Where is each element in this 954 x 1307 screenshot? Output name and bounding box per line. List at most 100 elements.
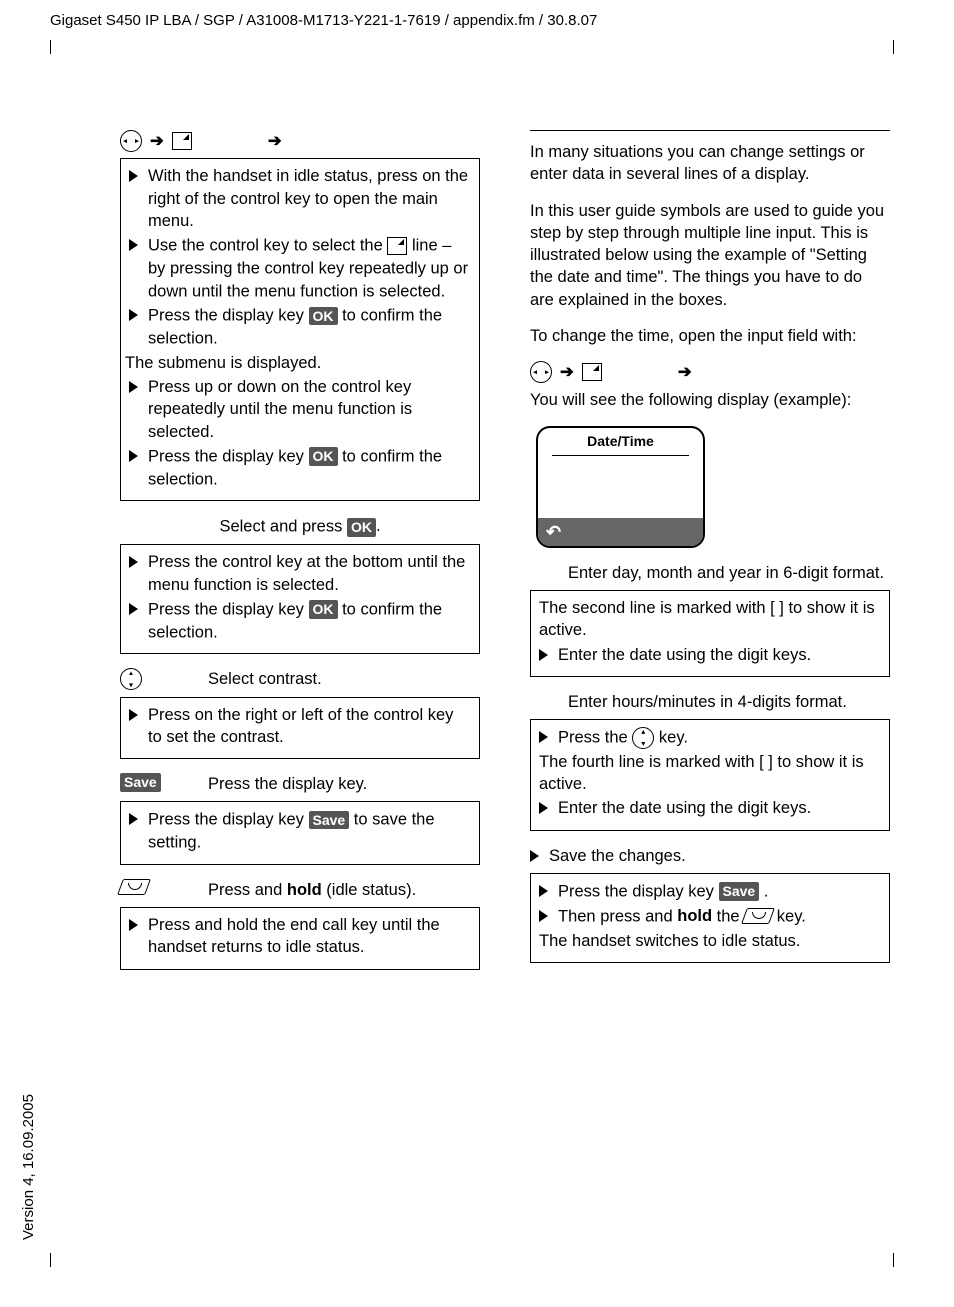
instruction-text: With the handset in idle status, press o… <box>148 165 471 232</box>
display-body <box>538 456 703 518</box>
instruction-box: With the handset in idle status, press o… <box>120 158 480 501</box>
instruction-box: Press and hold the end call key until th… <box>120 907 480 970</box>
paragraph: You will see the following display (exam… <box>530 389 890 411</box>
instruction-box: The second line is marked with [ ] to sh… <box>530 590 890 677</box>
instruction-text: Press up or down on the control key repe… <box>148 376 471 443</box>
instruction-text: The handset switches to idle status. <box>539 930 881 952</box>
arrow-icon <box>678 361 692 383</box>
nav-path <box>530 361 890 383</box>
step-row: Save the changes. <box>530 845 890 867</box>
step-row: Select contrast. <box>120 668 480 690</box>
bullet-icon <box>129 919 138 931</box>
left-column: With the handset in idle status, press o… <box>120 130 480 984</box>
display-softkey-bar: ↶ <box>538 518 703 546</box>
step-text: Select contrast. <box>208 668 322 690</box>
instruction-text: Use the control key to select the line –… <box>148 234 471 302</box>
instruction-text: The second line is marked with [ ] to sh… <box>539 597 881 642</box>
control-key-icon <box>632 727 654 749</box>
instruction-text: Press and hold the end call key until th… <box>148 914 471 959</box>
ok-key-label: OK <box>309 600 338 619</box>
crop-mark <box>893 1253 894 1267</box>
divider <box>530 130 890 131</box>
step-row: Enter day, month and year in 6-digit for… <box>530 562 890 584</box>
instruction-box: Press the display key Save to save the s… <box>120 801 480 865</box>
instruction-text: Enter the date using the digit keys. <box>558 644 811 666</box>
bullet-icon <box>539 731 548 743</box>
step-text: Press the display key. <box>208 773 367 795</box>
end-call-icon <box>120 879 148 895</box>
instruction-text: Press the control key at the bottom unti… <box>148 551 471 596</box>
save-key-label: Save <box>719 882 760 901</box>
instruction-text: Press the display key OK to confirm the … <box>148 598 471 644</box>
crop-mark <box>893 40 894 54</box>
save-key-label: Save <box>120 773 161 792</box>
paragraph: To change the time, open the input field… <box>530 325 890 347</box>
ok-key-label: OK <box>309 447 338 466</box>
paragraph: In this user guide symbols are used to g… <box>530 200 890 311</box>
control-key-icon <box>530 361 552 383</box>
bullet-icon <box>129 450 138 462</box>
ok-key-label: OK <box>347 518 376 537</box>
step-row: Select and press OK. <box>120 515 480 538</box>
version-label: Version 4, 16.09.2005 <box>20 1094 37 1240</box>
step-text: Select and press OK. <box>219 515 380 538</box>
crop-mark <box>50 40 51 54</box>
bullet-icon <box>129 603 138 615</box>
bullet-icon <box>539 802 548 814</box>
instruction-text: Press the display key Save . <box>558 880 768 903</box>
bullet-icon <box>539 910 548 922</box>
instruction-text: Enter the date using the digit keys. <box>558 797 811 819</box>
step-text: Press and hold (idle status). <box>208 879 416 901</box>
menu-icon <box>387 237 407 255</box>
instruction-text: The submenu is displayed. <box>125 352 471 374</box>
symbol <box>120 668 190 690</box>
crop-mark <box>50 1253 51 1267</box>
bullet-icon <box>129 239 138 251</box>
step-row: Press and hold (idle status). <box>120 879 480 901</box>
step-row: Enter hours/minutes in 4-digits format. <box>530 691 890 713</box>
phone-display: Date/Time ↶ <box>536 426 705 548</box>
instruction-text: Press the display key OK to confirm the … <box>148 304 471 350</box>
symbol: Save <box>120 773 190 792</box>
control-key-icon <box>120 668 142 690</box>
instruction-text: The fourth line is marked with [ ] to sh… <box>539 751 881 796</box>
instruction-box: Press the display key Save . Then press … <box>530 873 890 963</box>
display-title: Date/Time <box>552 428 689 456</box>
menu-icon <box>582 363 602 381</box>
arrow-icon <box>560 361 574 383</box>
content-columns: With the handset in idle status, press o… <box>120 130 890 984</box>
step-row: Save Press the display key. <box>120 773 480 795</box>
control-key-icon <box>120 130 142 152</box>
paragraph: In many situations you can change settin… <box>530 141 890 186</box>
right-column: In many situations you can change settin… <box>530 130 890 984</box>
symbol <box>120 879 190 895</box>
menu-icon <box>172 132 192 150</box>
instruction-text: Press on the right or left of the contro… <box>148 704 471 749</box>
instruction-box: Press on the right or left of the contro… <box>120 697 480 760</box>
end-call-icon <box>744 908 772 924</box>
step-text: Save the changes. <box>549 845 686 867</box>
doc-header: Gigaset S450 IP LBA / SGP / A31008-M1713… <box>50 12 597 29</box>
bullet-icon <box>129 709 138 721</box>
page: Gigaset S450 IP LBA / SGP / A31008-M1713… <box>0 0 954 1307</box>
arrow-icon <box>150 130 164 152</box>
instruction-text: Press the key. <box>558 726 688 749</box>
back-icon: ↶ <box>546 520 561 544</box>
step-text: Enter hours/minutes in 4-digits format. <box>568 691 847 713</box>
instruction-box: Press the control key at the bottom unti… <box>120 544 480 654</box>
arrow-icon <box>268 130 282 152</box>
instruction-text: Then press and hold the key. <box>558 905 806 928</box>
ok-key-label: OK <box>309 307 338 326</box>
instruction-text: Press the display key Save to save the s… <box>148 808 471 854</box>
bullet-icon <box>539 649 548 661</box>
bullet-icon <box>129 309 138 321</box>
bullet-icon <box>129 381 138 393</box>
instruction-box: Press the key. The fourth line is marked… <box>530 719 890 831</box>
save-key-label: Save <box>309 811 350 830</box>
step-text: Enter day, month and year in 6-digit for… <box>568 562 884 584</box>
bullet-icon <box>129 556 138 568</box>
bullet-icon <box>129 813 138 825</box>
instruction-text: Press the display key OK to confirm the … <box>148 445 471 491</box>
bullet-icon <box>530 850 539 862</box>
nav-path <box>120 130 480 152</box>
